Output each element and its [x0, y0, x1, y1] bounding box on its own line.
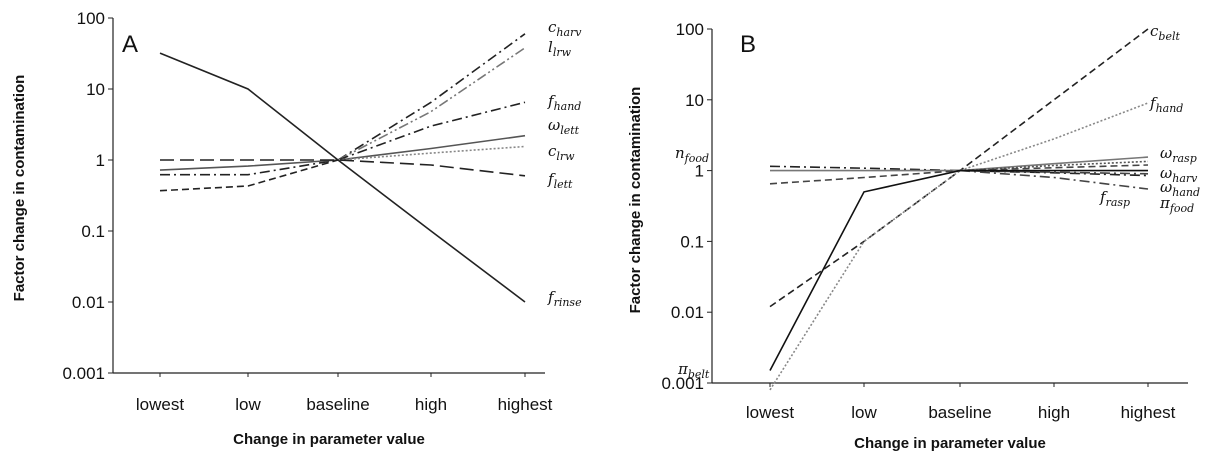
series-line-f-rinse: [159, 52, 526, 303]
series-label: fhand: [547, 92, 581, 113]
series-label: flett: [547, 170, 573, 191]
y-tick-label: 0.01: [72, 293, 105, 312]
x-tick-label: lowest: [136, 395, 184, 414]
y-tick-label: 0.1: [680, 232, 704, 251]
x-tick-label: baseline: [306, 395, 369, 414]
x-axis-label: Change in parameter value: [854, 435, 1046, 452]
x-axis-label: Change in parameter value: [233, 431, 425, 448]
y-tick-label: 0.001: [62, 364, 105, 383]
x-tick-label: high: [415, 395, 447, 414]
x-tick-label: low: [235, 395, 261, 414]
series-label: frasp: [1099, 188, 1130, 209]
series-line-f-lett: [160, 159, 526, 177]
y-tick-label: 100: [676, 20, 704, 39]
series-line-c-belt: [769, 28, 1149, 308]
series-label: ωlett: [548, 116, 580, 137]
series-line-π-food: [959, 169, 1149, 190]
series-label: charv: [548, 18, 582, 39]
x-tick-label: highest: [498, 395, 553, 414]
series-line-n-food: [769, 165, 1149, 177]
y-tick-label: 1: [695, 162, 704, 181]
y-axis-label: Factor change in contamination: [11, 75, 28, 302]
series-label: clrw: [548, 142, 575, 163]
series-label: fhand: [1149, 94, 1183, 115]
series-label: ωrasp: [1160, 144, 1197, 165]
y-tick-label: 1: [96, 151, 105, 170]
series-line-l-lrw: [337, 47, 526, 161]
series-line-π-belt: [769, 169, 1148, 371]
series-line-ω-harv: [959, 160, 1149, 172]
series-label: πfood: [1159, 194, 1194, 215]
series-label: nfood: [675, 144, 709, 165]
x-tick-label: baseline: [928, 403, 991, 422]
series-line-c-harv: [337, 33, 526, 161]
series-label: ωhand: [1160, 178, 1200, 199]
x-tick-label: lowest: [746, 403, 794, 422]
panel-label: A: [122, 31, 138, 58]
series-line-ω-rasp: [770, 156, 1149, 172]
series-label: frinse: [547, 288, 582, 309]
series-line-f-rasp: [959, 169, 1149, 175]
series-label: πbelt: [677, 360, 710, 381]
panel-b-chart: 0.001 0.01 0.1 1 10 100 lowest low baseline high h…: [627, 20, 1200, 452]
y-tick-label: 100: [77, 9, 105, 28]
series-label: cbelt: [1150, 22, 1180, 43]
panel-a-chart: 0.001 0.01 0.1 1 10 100 lowest low baseline high h…: [11, 9, 582, 448]
series-label: llrw: [548, 38, 572, 59]
y-tick-label: 10: [86, 80, 105, 99]
y-axis-label: Factor change in contamination: [627, 87, 644, 314]
y-tick-label: 0.001: [661, 374, 704, 393]
series-line-c-lrw: [337, 145, 526, 161]
series-line-ω-lett: [159, 134, 526, 171]
panel-label: B: [740, 31, 756, 58]
x-tick-label: low: [851, 403, 877, 422]
y-tick-label: 0.01: [671, 303, 704, 322]
series-line-unlabelled: [159, 159, 339, 192]
series-line-f-hand: [769, 102, 1149, 391]
x-tick-label: high: [1038, 403, 1070, 422]
x-tick-label: highest: [1121, 403, 1176, 422]
y-tick-label: 0.1: [81, 222, 105, 241]
y-tick-label: 10: [685, 91, 704, 110]
series-label: ωharv: [1160, 164, 1198, 185]
